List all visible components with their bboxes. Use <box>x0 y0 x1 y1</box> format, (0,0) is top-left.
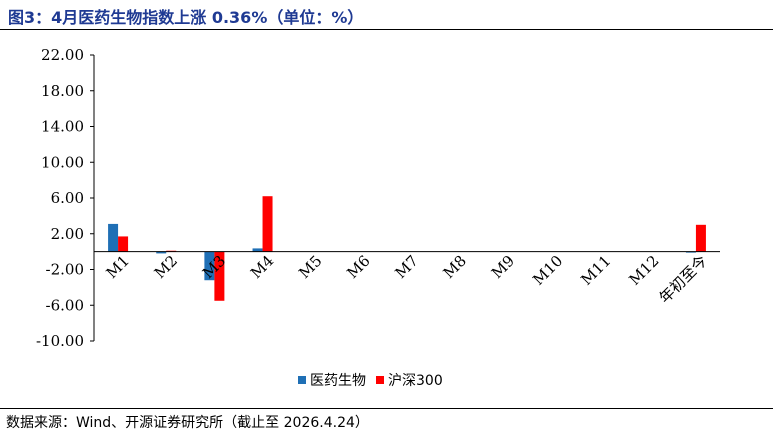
bar-series-1-3 <box>204 251 215 281</box>
y-tick-label: 6.00 <box>51 189 84 207</box>
y-tick-label: 18.00 <box>41 82 84 100</box>
y-tick-label: 2.00 <box>51 225 84 243</box>
y-tick-label: 14.00 <box>41 118 84 136</box>
bar-series-1-4 <box>252 248 263 252</box>
x-tick-label: M12 <box>626 252 663 289</box>
x-tick-label: M5 <box>295 252 325 282</box>
x-tick-label: M8 <box>440 252 470 282</box>
x-tick-label: 年初至今 <box>656 252 711 307</box>
bar-series-1-2 <box>156 251 167 254</box>
legend-item-series-1: 医药生物 <box>298 370 366 390</box>
x-tick-label: M1 <box>103 252 133 282</box>
x-tick-label: M4 <box>247 252 277 282</box>
bar-series-2-13 <box>695 224 706 252</box>
bar-series-2-1 <box>118 236 129 252</box>
x-tick-label: M7 <box>391 252 421 282</box>
y-tick-label: 10.00 <box>41 153 84 171</box>
legend-label-series-1: 医药生物 <box>310 373 366 389</box>
bar-series-2-4 <box>262 196 273 252</box>
legend: 医药生物 沪深300 <box>298 370 443 390</box>
x-tick-label: M6 <box>343 252 373 282</box>
chart-title: 图3：4月医药生物指数上涨 0.36%（单位：%） <box>8 8 364 27</box>
y-axis: 22.00 18.00 14.00 10.00 6.00 2.00 -2.00 -6.00 -1… <box>36 46 95 350</box>
y-tick-label: -2.00 <box>46 261 84 279</box>
bar-series-1-1 <box>108 223 119 252</box>
bar-series-2-3 <box>214 251 225 301</box>
x-tick-label: M3 <box>199 252 229 282</box>
title-divider <box>0 29 773 30</box>
x-tick-label: M9 <box>488 252 518 282</box>
y-tick-label: -10.00 <box>36 332 84 350</box>
y-tick-label: 22.00 <box>41 46 84 64</box>
legend-swatch-series-2 <box>376 376 384 384</box>
legend-label-series-2: 沪深300 <box>388 373 443 389</box>
x-tick-label: M2 <box>151 252 181 282</box>
bars <box>108 196 706 301</box>
source-note: 数据来源：Wind、开源证券研究所（截止至 2026.4.24） <box>6 415 369 431</box>
legend-item-series-2: 沪深300 <box>376 370 443 390</box>
x-tick-label: M11 <box>577 252 614 289</box>
x-tick-label: M10 <box>529 252 566 289</box>
legend-swatch-series-1 <box>298 376 306 384</box>
source-divider <box>0 408 773 409</box>
y-tick-label: -6.00 <box>46 296 84 314</box>
